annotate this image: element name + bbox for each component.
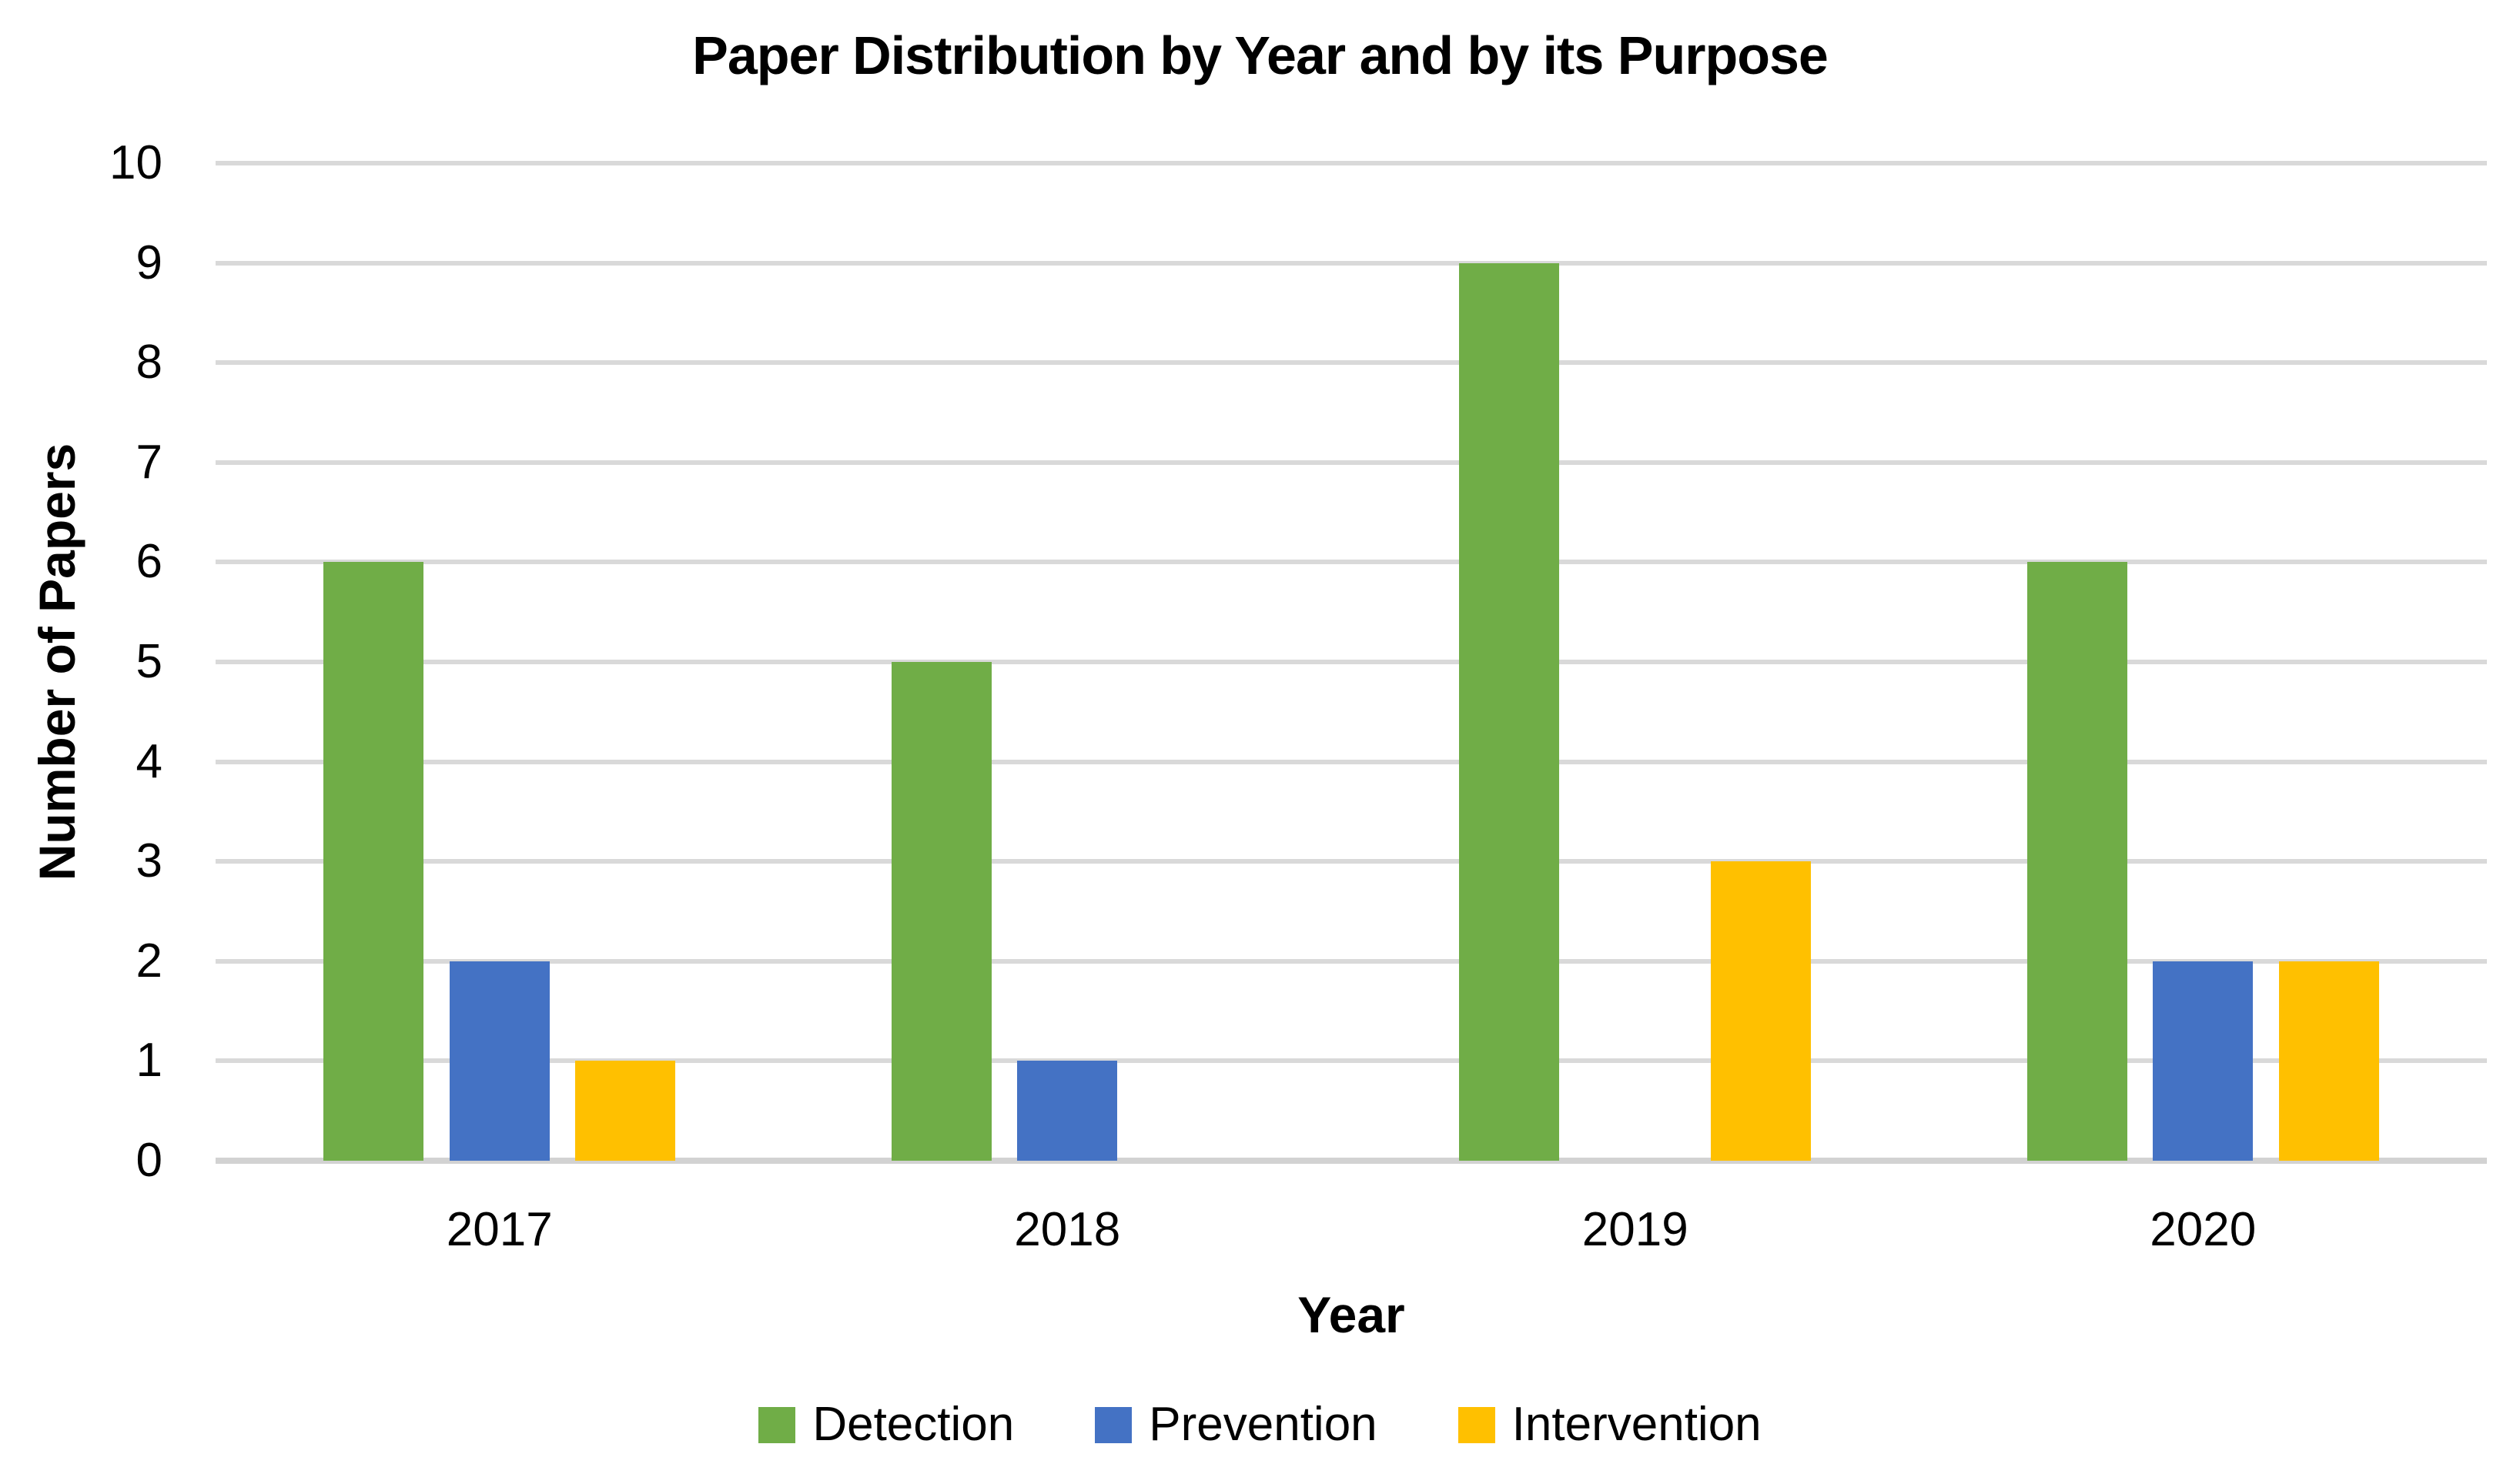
legend-label: Detection [812,1398,1015,1451]
x-axis-title: Year [1297,1286,1405,1343]
bar-prevention-2018 [1017,1061,1118,1161]
plot-area [216,161,2487,1164]
bar-prevention-2017 [449,961,550,1161]
gridline [216,958,2487,964]
gridline [216,260,2487,266]
y-tick-label: 6 [136,535,162,589]
bar-detection-2020 [2026,562,2127,1161]
gridline [216,560,2487,565]
legend-item-detection: Detection [758,1398,1014,1452]
bar-intervention-2017 [575,1061,676,1161]
x-category-label: 2018 [1014,1203,1121,1256]
y-tick-label: 8 [136,336,162,389]
legend-swatch-icon [758,1406,796,1443]
legend-swatch-icon [1095,1406,1133,1443]
bar-detection-2019 [1459,262,1560,1161]
bar-detection-2018 [891,662,992,1161]
y-tick-label: 10 [109,136,162,189]
x-category-label: 2017 [446,1203,553,1256]
bar-intervention-2020 [2278,961,2379,1161]
y-tick-label: 2 [136,934,162,988]
bar-prevention-2020 [2153,961,2254,1161]
gridline [216,859,2487,864]
y-tick-label: 1 [136,1034,162,1088]
bar-intervention-2019 [1711,861,1812,1161]
legend-label: Prevention [1149,1398,1377,1451]
legend-swatch-icon [1457,1406,1495,1443]
legend-item-prevention: Prevention [1095,1398,1377,1452]
gridline [216,360,2487,366]
y-tick-label: 7 [136,435,162,489]
x-category-label: 2020 [2150,1203,2257,1256]
gridline [216,660,2487,664]
legend-item-intervention: Intervention [1457,1398,1762,1452]
bar-detection-2017 [323,562,424,1161]
y-tick-label: 0 [136,1134,162,1187]
legend: Detection Prevention Intervention [0,1398,2520,1452]
y-tick-label: 5 [136,635,162,688]
chart-title: Paper Distribution by Year and by its Pu… [692,25,1829,85]
x-axis-line [216,1158,2487,1164]
y-tick-label: 3 [136,834,162,888]
legend-label: Intervention [1511,1398,1762,1451]
gridline [216,460,2487,465]
gridline [216,1058,2487,1064]
y-tick-label: 4 [136,734,162,788]
gridline [216,161,2487,165]
y-tick-label: 9 [136,236,162,289]
x-category-label: 2019 [1581,1203,1688,1256]
gridline [216,759,2487,764]
